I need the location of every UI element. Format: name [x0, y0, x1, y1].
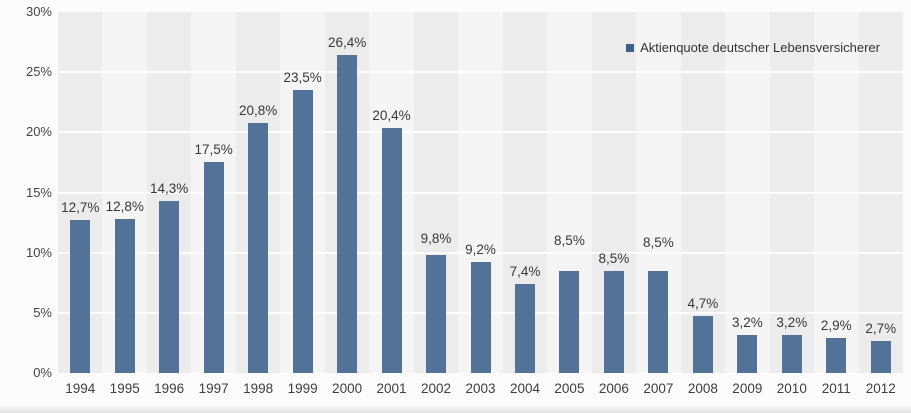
- bar-1997: [203, 162, 224, 373]
- x-tick-label-1999: 1999: [287, 381, 318, 396]
- legend-label: Aktienquote deutscher Lebensversicherer: [640, 40, 880, 55]
- bar-1995: [114, 218, 135, 373]
- bar-2006: [603, 270, 624, 373]
- x-tick-label-2005: 2005: [554, 381, 585, 396]
- bar-value-label: 4,7%: [687, 296, 719, 312]
- y-axis: 0% 5% 10% 15% 20% 25% 30%: [0, 0, 52, 413]
- x-tick-label-2001: 2001: [376, 381, 407, 396]
- x-axis: 1994 1995 1996 1997 1998 1999 2000 2001 2002 2003…: [58, 381, 903, 403]
- x-tick-label-2011: 2011: [821, 381, 851, 396]
- bar-value-label: 3,2%: [731, 314, 763, 330]
- bar-2002: [426, 255, 447, 373]
- x-tick-label-1998: 1998: [243, 381, 274, 396]
- bar-2004: [514, 283, 535, 373]
- bar-value-label: 20,8%: [238, 102, 278, 118]
- bar-2009: [737, 334, 758, 373]
- y-tick-label: 5%: [33, 304, 52, 320]
- bar-value-label: 26,4%: [327, 35, 367, 51]
- gridline: [58, 191, 903, 194]
- bar-value-label: 20,4%: [372, 107, 411, 123]
- y-tick-label: 15%: [25, 184, 52, 200]
- x-tick-label-2010: 2010: [776, 381, 807, 396]
- bar-value-label: 14,3%: [150, 180, 189, 196]
- bar-value-label: 17,5%: [194, 142, 233, 158]
- x-tick-label-1995: 1995: [109, 381, 140, 396]
- bar-2005: [559, 270, 580, 373]
- x-tick-label-2006: 2006: [598, 381, 629, 396]
- x-tick-label-2007: 2007: [643, 381, 674, 396]
- y-tick-label: 30%: [25, 4, 52, 19]
- bar-2003: [470, 262, 491, 373]
- x-tick-label-1994: 1994: [65, 381, 96, 396]
- x-tick-label-2004: 2004: [509, 381, 540, 396]
- x-tick-label-2002: 2002: [420, 381, 452, 396]
- x-tick-label-1996: 1996: [154, 381, 185, 396]
- bar-2008: [692, 316, 713, 373]
- x-tick-label-2003: 2003: [465, 381, 496, 396]
- gridline: [58, 71, 903, 74]
- bar-value-label: 8,5%: [554, 232, 585, 248]
- bar-2010: [781, 334, 802, 373]
- bar-value-label: 2,7%: [865, 320, 897, 336]
- bar-value-label: 9,2%: [465, 242, 496, 258]
- gridline: [58, 251, 903, 254]
- legend: Aktienquote deutscher Lebensversicherer: [626, 40, 880, 55]
- legend-marker-icon: [626, 43, 635, 52]
- bar-value-label: 12,8%: [105, 198, 144, 214]
- bar-2007: [648, 270, 669, 373]
- bar-2001: [381, 127, 402, 373]
- bottom-shadow: [0, 405, 911, 413]
- bar-1994: [70, 220, 91, 373]
- bar-2012: [870, 340, 891, 373]
- x-tick-label-1997: 1997: [198, 381, 229, 396]
- x-tick-label-2009: 2009: [732, 381, 763, 396]
- bar-value-label: 8,5%: [598, 250, 630, 266]
- bar-value-label: 12,7%: [61, 200, 100, 216]
- x-tick-label-2000: 2000: [332, 381, 363, 396]
- bar-value-label: 2,9%: [820, 318, 852, 334]
- x-tick-label-2008: 2008: [687, 381, 718, 396]
- y-tick-label: 10%: [25, 244, 52, 260]
- bar-value-label: 23,5%: [283, 70, 322, 86]
- gridline: [58, 131, 903, 134]
- bar-value-label: 8,5%: [643, 234, 674, 250]
- y-tick-label: 0%: [33, 365, 52, 380]
- y-tick-label: 25%: [25, 64, 52, 80]
- y-tick-label: 20%: [25, 124, 52, 140]
- bar-value-label: 9,8%: [420, 231, 452, 247]
- bar-1999: [292, 90, 313, 373]
- x-tick-label-2012: 2012: [865, 381, 896, 396]
- bar-value-label: 7,4%: [509, 263, 541, 279]
- bar-2000: [337, 55, 358, 373]
- bar-1996: [159, 200, 180, 373]
- bar-value-label: 3,2%: [776, 314, 808, 330]
- bar-1998: [248, 122, 269, 373]
- bar-2011: [826, 338, 847, 373]
- plot-area: 12,7% 12,8% 14,3% 17,5% 20,8% 23,5% 26,4% 20,4%…: [58, 12, 903, 373]
